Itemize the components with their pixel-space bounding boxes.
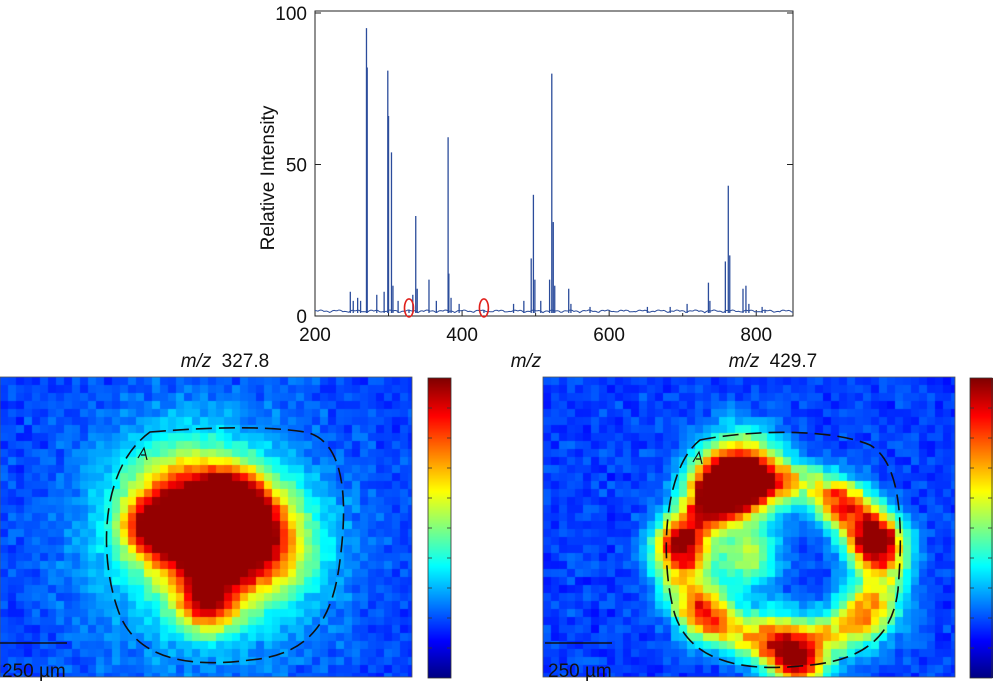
- colorbar-1-ticks: [428, 407, 451, 649]
- ion-image-1-marker: [137, 446, 148, 461]
- spectrum-baseline: [314, 309, 794, 314]
- ion-image-1-title-prefix: m/z: [181, 351, 212, 372]
- ion-image-2-frame: [542, 376, 956, 678]
- colorbar-2: [970, 378, 993, 678]
- ion-image-1-outline: [105, 427, 345, 664]
- x-tick-label: 400: [446, 325, 478, 346]
- highlight-markers: [403, 298, 490, 318]
- highlight-ellipse: [478, 298, 490, 318]
- x-tick-label: 600: [593, 325, 625, 346]
- ion-image-2-marker: [692, 450, 703, 465]
- x-tick-label: 200: [299, 325, 331, 346]
- y-tick-label: 0: [296, 307, 307, 328]
- ion-image-panel-1: m/z 327.8 250 µm: [0, 351, 452, 682]
- spectrum-panel: 200 400 600 800 0 50 100 Relative Intensity: [258, 4, 794, 346]
- y-axis-label: Relative Intensity: [258, 105, 279, 250]
- colorbar-2-ticks: [970, 407, 992, 649]
- y-tick-label: 50: [286, 156, 307, 177]
- ion-image-1-scalebar-label: 250 µm: [2, 661, 66, 682]
- ion-image-1-heatmap: [0, 377, 412, 677]
- ion-image-panel-2: m/z 429.7 250 µm: [542, 351, 993, 682]
- colorbar-1: [428, 378, 451, 678]
- colorbar-2-holder: [970, 378, 993, 678]
- ion-image-1-title-value: 327.8: [222, 351, 270, 372]
- x-axis-label: m/z: [511, 351, 542, 372]
- highlight-ellipse: [403, 298, 415, 318]
- ion-image-1-frame: [0, 376, 413, 678]
- colorbar-1-holder: [428, 378, 451, 678]
- ion-image-2-title-value: 429.7: [770, 351, 818, 372]
- ion-image-2-title-prefix: m/z: [729, 351, 760, 372]
- ion-image-2-title: m/z 429.7: [729, 351, 817, 372]
- spectrum-ticks: 200 400 600 800 0 50 100: [275, 4, 793, 346]
- ion-image-2-scalebar-label: 250 µm: [548, 661, 612, 682]
- ion-image-2-outline: [665, 431, 902, 669]
- ion-image-2-heatmap: [543, 377, 955, 677]
- spectrum-plot-frame: [314, 10, 794, 317]
- ion-image-2-canvas-holder: [543, 377, 955, 677]
- ion-image-1-title: m/z 327.8: [181, 351, 269, 372]
- y-tick-label: 100: [275, 4, 307, 25]
- ion-image-1-canvas-holder: [0, 377, 412, 677]
- x-tick-label: 800: [740, 325, 772, 346]
